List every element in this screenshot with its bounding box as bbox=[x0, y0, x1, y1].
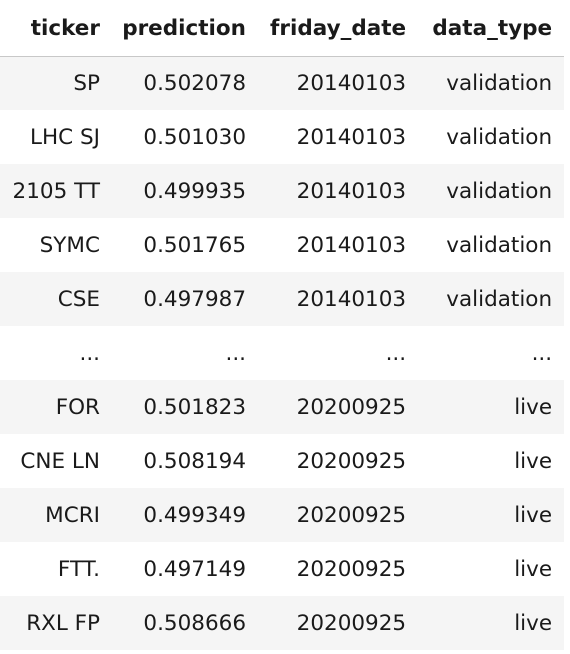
cell-ellipsis: ... bbox=[79, 340, 100, 366]
cell-ticker: SYMC bbox=[39, 232, 100, 258]
cell-friday-date: 20140103 bbox=[296, 286, 407, 312]
table-row: SYMC 0.501765 20140103 validation bbox=[0, 218, 565, 272]
table-row: RXL FP 0.508666 20200925 live bbox=[0, 596, 565, 650]
cell-friday-date: 20200925 bbox=[296, 610, 407, 636]
cell-ticker: 2105 TT bbox=[12, 178, 100, 204]
cell-data-type: live bbox=[514, 394, 553, 420]
table-header: ticker prediction friday_date data_type bbox=[0, 2, 565, 57]
table-row: 2105 TT 0.499935 20140103 validation bbox=[0, 164, 565, 218]
ellipsis-row: ... ... ... ... bbox=[0, 326, 565, 380]
cell-ellipsis: ... bbox=[385, 340, 407, 366]
table-row: CSE 0.497987 20140103 validation bbox=[0, 272, 565, 326]
cell-prediction: 0.497987 bbox=[143, 286, 246, 312]
column-header-prediction: prediction bbox=[108, 2, 258, 57]
table-row: SP 0.502078 20140103 validation bbox=[0, 56, 565, 110]
table-row: FTT. 0.497149 20200925 live bbox=[0, 542, 565, 596]
cell-ticker: MCRI bbox=[45, 502, 100, 528]
cell-data-type: live bbox=[514, 610, 553, 636]
column-header-data-type: data_type bbox=[418, 2, 565, 57]
cell-prediction: 0.501823 bbox=[143, 394, 246, 420]
cell-data-type: validation bbox=[446, 286, 553, 312]
cell-friday-date: 20200925 bbox=[296, 448, 407, 474]
cell-prediction: 0.501030 bbox=[143, 124, 246, 150]
header-row: ticker prediction friday_date data_type bbox=[0, 2, 565, 57]
cell-ellipsis: ... bbox=[225, 340, 246, 366]
table-row: LHC SJ 0.501030 20140103 validation bbox=[0, 110, 565, 164]
cell-ticker: FTT. bbox=[57, 556, 100, 582]
cell-data-type: validation bbox=[446, 124, 553, 150]
column-header-ticker: ticker bbox=[0, 2, 108, 57]
cell-data-type: live bbox=[514, 448, 553, 474]
cell-friday-date: 20200925 bbox=[296, 394, 407, 420]
table-row: FOR 0.501823 20200925 live bbox=[0, 380, 565, 434]
cell-data-type: validation bbox=[446, 178, 553, 204]
cell-ticker: FOR bbox=[55, 394, 100, 420]
cell-friday-date: 20140103 bbox=[296, 124, 407, 150]
table-row: CNE LN 0.508194 20200925 live bbox=[0, 434, 565, 488]
cell-prediction: 0.497149 bbox=[143, 556, 246, 582]
cell-ticker: LHC SJ bbox=[30, 124, 100, 150]
cell-friday-date: 20200925 bbox=[296, 502, 407, 528]
cell-friday-date: 20140103 bbox=[296, 70, 407, 96]
cell-ticker: CSE bbox=[57, 286, 100, 312]
cell-friday-date: 20200925 bbox=[296, 556, 407, 582]
cell-prediction: 0.508666 bbox=[143, 610, 246, 636]
table-body: SP 0.502078 20140103 validation LHC SJ 0… bbox=[0, 56, 565, 650]
cell-friday-date: 20140103 bbox=[296, 178, 407, 204]
cell-prediction: 0.499935 bbox=[143, 178, 246, 204]
cell-ticker: RXL FP bbox=[26, 610, 100, 636]
cell-ticker: CNE LN bbox=[20, 448, 100, 474]
cell-ellipsis: ... bbox=[531, 340, 553, 366]
cell-data-type: live bbox=[514, 502, 553, 528]
cell-friday-date: 20140103 bbox=[296, 232, 407, 258]
cell-prediction: 0.508194 bbox=[143, 448, 246, 474]
cell-prediction: 0.499349 bbox=[143, 502, 246, 528]
cell-prediction: 0.501765 bbox=[143, 232, 246, 258]
cell-data-type: validation bbox=[446, 70, 553, 96]
column-header-friday-date: friday_date bbox=[258, 2, 419, 57]
cell-data-type: validation bbox=[446, 232, 553, 258]
cell-prediction: 0.502078 bbox=[143, 70, 246, 96]
table-row: MCRI 0.499349 20200925 live bbox=[0, 488, 565, 542]
cell-ticker: SP bbox=[73, 70, 100, 96]
cell-data-type: live bbox=[514, 556, 553, 582]
